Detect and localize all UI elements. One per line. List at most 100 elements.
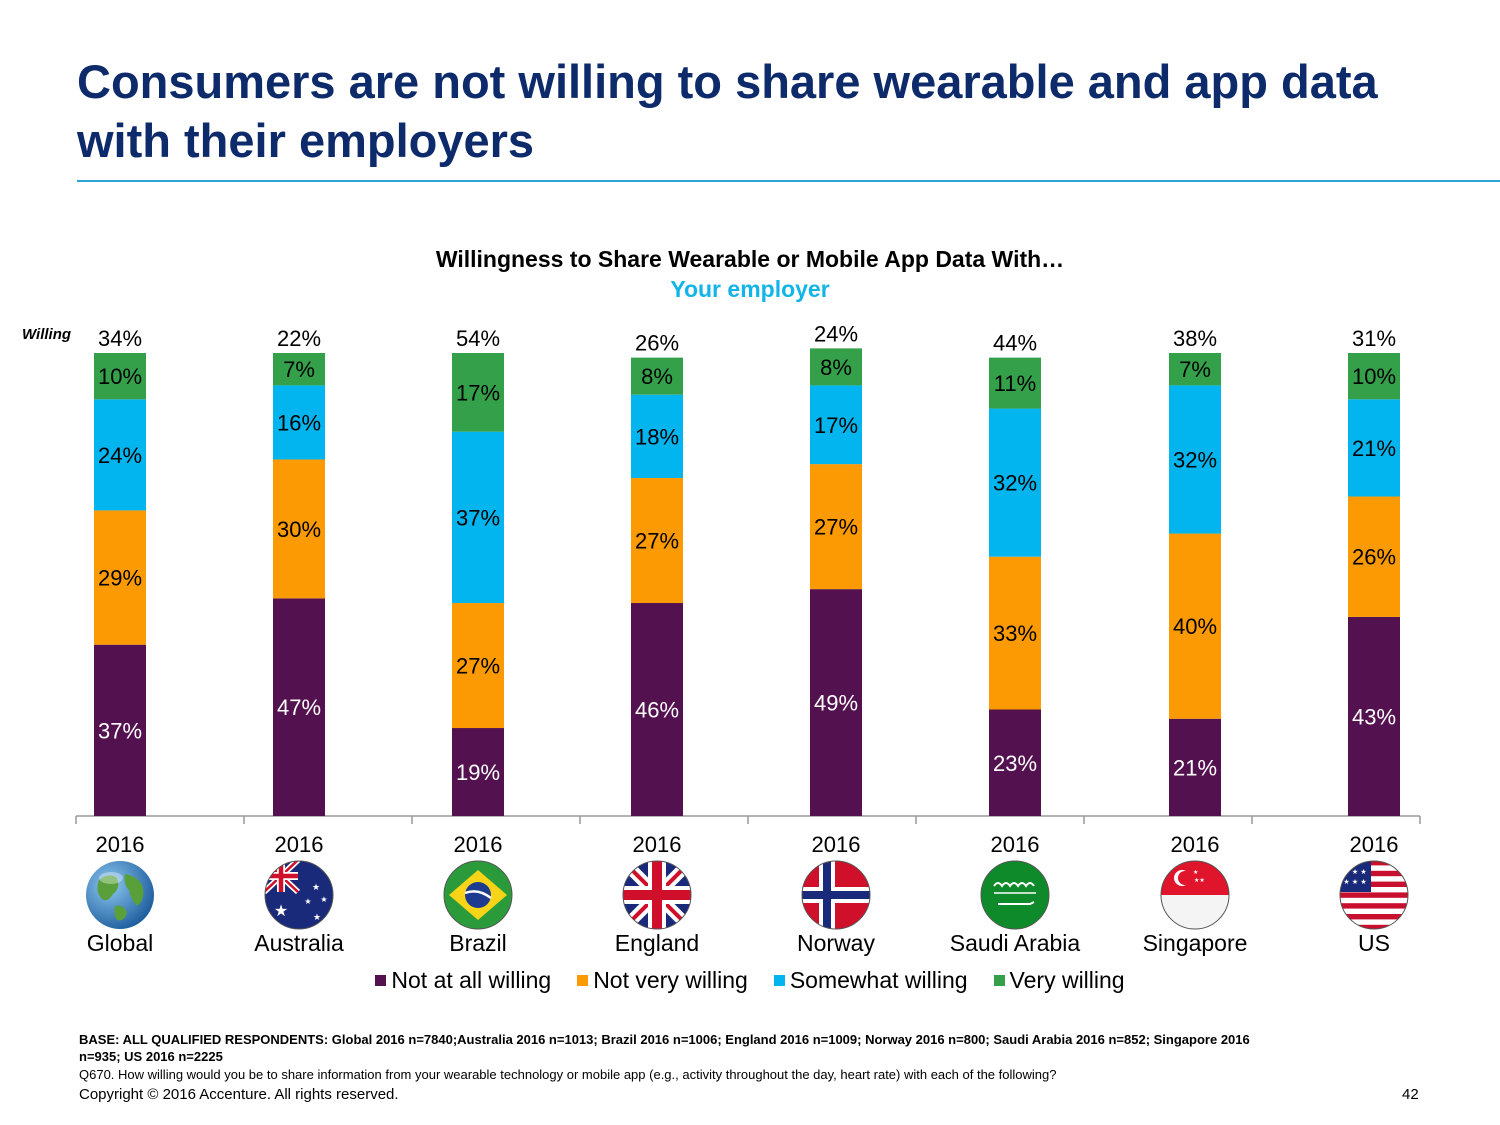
willing-total-label: 31% (1352, 326, 1396, 351)
willing-total-label: 44% (993, 331, 1037, 356)
bar-segment-somewhat-willing (810, 385, 862, 465)
legend-label: Not very willing (593, 967, 748, 993)
country-label: US (1358, 930, 1390, 956)
bar-segment-not-at-all-willing (989, 709, 1041, 816)
country-label: Global (86, 930, 154, 956)
x-tick-label: 2016 (96, 832, 145, 857)
base-note: BASE: ALL QUALIFIED RESPONDENTS: Global … (79, 1032, 1250, 1064)
legend-label: Somewhat willing (789, 967, 968, 993)
country-label: Brazil (449, 930, 507, 956)
data-label: 21% (1352, 436, 1396, 461)
willing-total-label: 34% (98, 326, 142, 351)
svg-text:★ ★ ★: ★ ★ ★ (1343, 868, 1366, 876)
data-label: 16% (277, 410, 321, 435)
data-label: 18% (635, 424, 679, 449)
data-label: 8% (641, 364, 673, 389)
data-label: 46% (635, 698, 679, 723)
chart-title: Willingness to Share Wearable or Mobile … (435, 246, 1065, 272)
australia-flag-icon: ★ ★ ★ ★ ★ (264, 860, 334, 930)
bar-segment-very-willing (810, 348, 862, 386)
bar-segment-not-very-willing (631, 478, 683, 604)
data-label: 7% (283, 357, 315, 382)
legend-label: Not at all willing (391, 967, 552, 993)
data-label: 47% (277, 695, 321, 720)
svg-text:★ ★ ★: ★ ★ ★ (1343, 878, 1366, 886)
country-label: Norway (797, 930, 875, 956)
bar-segment-not-very-willing (810, 464, 862, 590)
willing-total-label: 26% (635, 331, 679, 356)
bar-segment-somewhat-willing (989, 408, 1041, 557)
chart-subtitle: Your employer (670, 276, 830, 302)
legend-item: Not very willing (577, 967, 748, 994)
svg-text:★: ★ (304, 897, 311, 906)
bar-segment-not-very-willing (452, 603, 504, 729)
willing-axis-label: Willing (22, 326, 72, 343)
page-number: 42 (1402, 1086, 1419, 1103)
bar-segment-very-willing (1348, 353, 1400, 400)
svg-text:★★: ★★ (1194, 877, 1205, 884)
svg-text:★: ★ (320, 895, 327, 904)
data-label: 37% (98, 718, 142, 743)
us-flag-icon: ★ ★ ★ ★ ★ ★ (1339, 860, 1409, 930)
data-label: 17% (814, 413, 858, 438)
data-label: 11% (994, 371, 1036, 396)
bar-segment-not-very-willing (1169, 533, 1221, 719)
data-label: 30% (277, 517, 321, 542)
data-label: 17% (456, 380, 500, 405)
data-label: 40% (1173, 614, 1217, 639)
x-tick-label: 2016 (633, 832, 682, 857)
bar-segment-not-at-all-willing (810, 589, 862, 816)
data-label: 21% (1173, 755, 1217, 780)
copyright: Copyright © 2016 Accenture. All rights r… (79, 1086, 399, 1103)
bar-segment-not-at-all-willing (1169, 718, 1221, 816)
data-label: 26% (1352, 545, 1396, 570)
bar-segment-not-very-willing (273, 459, 325, 599)
bar-segment-not-very-willing (1348, 496, 1400, 617)
svg-text:★: ★ (313, 913, 321, 923)
bar-segment-not-at-all-willing (1348, 616, 1400, 816)
x-tick-label: 2016 (454, 832, 503, 857)
data-label: 10% (98, 364, 142, 389)
bar-segment-somewhat-willing (1348, 399, 1400, 497)
data-label: 37% (456, 505, 500, 530)
x-tick-label: 2016 (812, 832, 861, 857)
bar-segment-not-very-willing (989, 556, 1041, 710)
x-tick-label: 2016 (1171, 832, 1220, 857)
norway-flag-icon (801, 860, 871, 930)
svg-text:★: ★ (1193, 869, 1198, 876)
bar-segment-somewhat-willing (452, 431, 504, 604)
data-label: 27% (814, 515, 858, 540)
data-label: 27% (635, 529, 679, 554)
bar-segment-somewhat-willing (94, 399, 146, 511)
bar-segment-very-willing (452, 353, 504, 432)
data-label: 43% (1352, 704, 1396, 729)
england-flag-icon (622, 860, 692, 930)
country-label: Singapore (1142, 930, 1248, 956)
bar-segment-very-willing (273, 353, 325, 386)
willing-total-label: 24% (814, 321, 858, 346)
bar-segment-somewhat-willing (273, 385, 325, 460)
bar-segment-not-at-all-willing (94, 644, 146, 816)
legend-swatch (375, 975, 387, 986)
legend-item: Not at all willing (375, 967, 551, 994)
data-label: 27% (456, 654, 500, 679)
willing-total-label: 38% (1173, 326, 1217, 351)
singapore-flag-icon: ★★ ★ (1160, 860, 1230, 930)
willing-total-label: 54% (456, 326, 500, 351)
bar-segment-very-willing (631, 357, 683, 395)
x-tick-label: 2016 (275, 832, 324, 857)
bar-segment-somewhat-willing (631, 394, 683, 479)
svg-text:★: ★ (312, 883, 320, 893)
saudi-arabia-flag-icon (980, 860, 1050, 930)
legend-item: Somewhat willing (773, 967, 968, 994)
legend-swatch (773, 975, 785, 986)
chart-legend: Not at all willing Not very willing Somewh… (0, 965, 1500, 994)
svg-text:★: ★ (274, 901, 288, 920)
data-label: 7% (1179, 357, 1211, 382)
country-label: Saudi Arabia (949, 930, 1081, 956)
country-label: England (614, 930, 700, 956)
data-label: 32% (1173, 447, 1217, 472)
bar-segment-very-willing (1169, 353, 1221, 386)
data-label: 24% (98, 443, 142, 468)
